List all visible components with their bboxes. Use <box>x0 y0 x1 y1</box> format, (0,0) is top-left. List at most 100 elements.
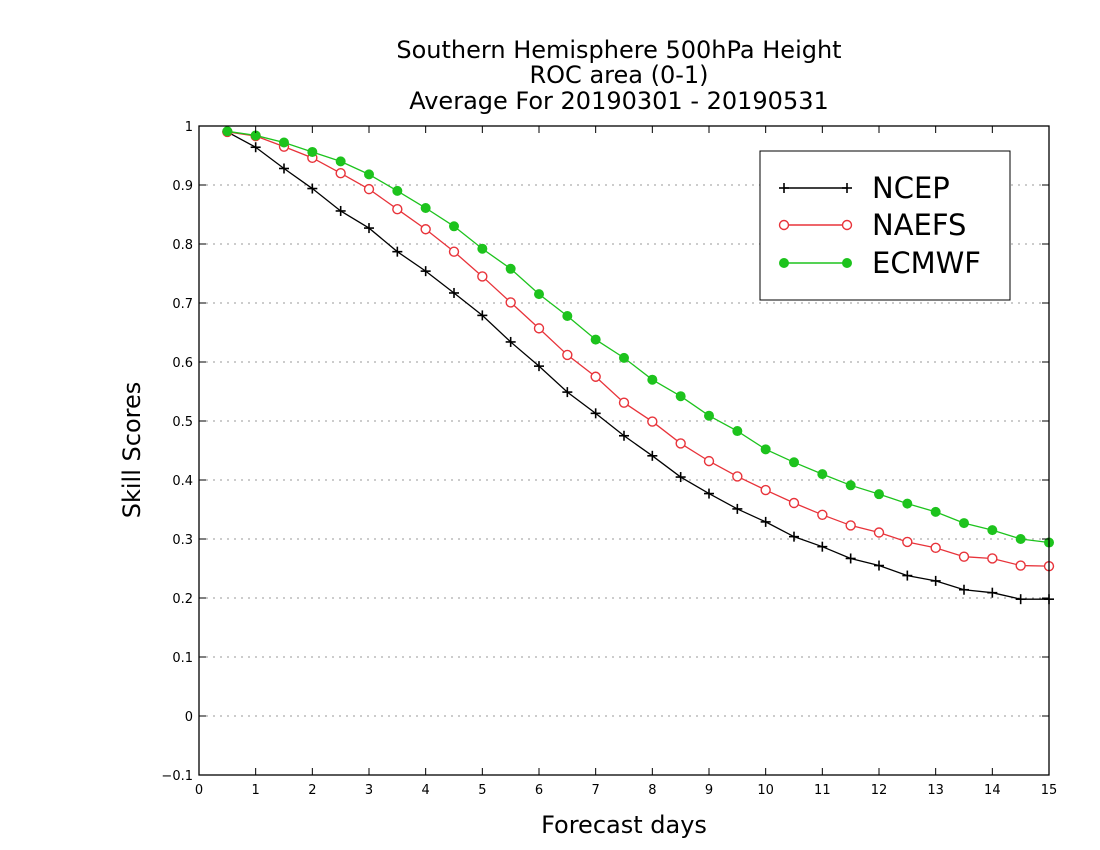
data-point-naefs <box>788 497 800 509</box>
data-point-ecmwf <box>392 185 403 196</box>
y-tick-label: 0 <box>185 710 193 725</box>
legend-item-ncep: NCEP <box>779 171 950 205</box>
x-tick-label: 11 <box>814 783 831 798</box>
data-point-ecmwf <box>902 498 913 509</box>
data-point-naefs <box>703 455 715 467</box>
title-line-2: ROC area (0-1) <box>529 61 708 89</box>
data-point-ecmwf <box>930 506 941 517</box>
data-point-naefs <box>505 297 516 308</box>
data-point-naefs <box>477 271 488 282</box>
data-point-ecmwf <box>959 518 969 529</box>
legend-label: ECMWF <box>872 246 981 280</box>
data-point-ncep <box>335 205 346 216</box>
data-point-ncep <box>449 287 459 298</box>
data-point-ncep <box>704 488 714 499</box>
legend-marker <box>779 258 789 268</box>
x-tick-label: 12 <box>871 783 888 798</box>
data-point-naefs <box>760 484 771 496</box>
data-point-ncep <box>987 587 998 598</box>
data-point-ncep <box>1015 594 1026 605</box>
x-tick-label: 8 <box>648 783 656 798</box>
data-point-naefs <box>363 183 375 195</box>
data-point-naefs <box>845 520 856 531</box>
data-point-ecmwf <box>874 489 884 500</box>
data-point-naefs <box>618 397 630 408</box>
y-tick-label: 0.8 <box>172 238 193 253</box>
data-point-naefs <box>732 471 743 482</box>
legend-marker <box>779 183 789 193</box>
data-point-ecmwf <box>704 410 714 421</box>
data-point-ncep <box>420 266 431 277</box>
axis-ticks: −0.100.10.20.30.40.50.60.70.80.910 1 2 3 4 5 6… <box>161 120 1057 798</box>
data-point-ecmwf <box>760 444 771 455</box>
data-point-ecmwf <box>307 146 318 157</box>
data-point-naefs <box>902 536 913 548</box>
x-tick-label: 4 <box>422 783 430 798</box>
data-point-ncep <box>732 503 743 514</box>
x-tick-label: 7 <box>592 783 600 798</box>
data-point-naefs <box>590 371 601 382</box>
data-point-ecmwf <box>562 310 573 321</box>
x-tick-label: 13 <box>927 783 944 798</box>
x-tick-label: 10 <box>757 783 774 798</box>
y-tick-label: 0.4 <box>172 474 193 489</box>
title-line-3: Average For 20190301 - 20190531 <box>409 87 829 115</box>
legend-marker <box>842 183 852 193</box>
data-point-ncep <box>930 575 941 586</box>
x-tick-label: 14 <box>984 783 1001 798</box>
legend-marker <box>842 258 852 268</box>
data-point-ecmwf <box>619 352 629 363</box>
data-point-ncep <box>279 163 289 174</box>
data-point-ecmwf <box>534 289 544 300</box>
y-tick-label: 0.6 <box>172 356 193 371</box>
x-tick-label: 1 <box>252 783 260 798</box>
y-tick-label: 0.5 <box>172 415 193 430</box>
chart-title: Southern Hemisphere 500hPa Height ROC ar… <box>396 36 841 115</box>
legend-item-ecmwf: ECMWF <box>779 246 981 280</box>
y-tick-label: 0.3 <box>172 533 193 548</box>
legend-label: NAEFS <box>872 208 966 242</box>
data-point-ecmwf <box>789 457 799 468</box>
legend-marker <box>841 219 853 231</box>
data-point-ncep <box>817 541 828 552</box>
series-ecmwf <box>222 126 1054 548</box>
data-point-ecmwf <box>449 221 459 232</box>
data-point-ecmwf <box>505 263 516 274</box>
data-point-ncep <box>760 516 771 527</box>
x-axis-label: Forecast days <box>541 811 707 839</box>
data-point-naefs <box>562 349 573 361</box>
title-line-1: Southern Hemisphere 500hPa Height <box>396 36 841 64</box>
legend-item-naefs: NAEFS <box>778 208 966 242</box>
data-point-ncep <box>392 246 403 257</box>
data-point-naefs <box>1015 560 1026 571</box>
data-point-ecmwf <box>987 525 998 536</box>
data-point-ecmwf <box>732 426 743 437</box>
data-point-naefs <box>533 323 545 334</box>
x-tick-label: 0 <box>195 783 203 798</box>
data-point-ncep <box>647 450 658 461</box>
x-tick-label: 6 <box>535 783 543 798</box>
y-tick-label: 0.1 <box>172 651 193 666</box>
data-point-ecmwf <box>222 126 233 137</box>
data-point-ncep <box>590 408 601 419</box>
data-point-ncep <box>789 531 799 542</box>
data-point-ecmwf <box>1015 534 1026 544</box>
y-tick-label: 0.2 <box>172 592 193 607</box>
y-tick-label: −0.1 <box>161 769 193 784</box>
data-point-ecmwf <box>279 137 289 148</box>
x-tick-label: 15 <box>1041 783 1058 798</box>
x-tick-label: 5 <box>478 783 486 798</box>
data-point-naefs <box>647 416 658 427</box>
data-point-ecmwf <box>647 374 658 385</box>
data-point-ncep <box>619 430 629 441</box>
x-tick-label: 9 <box>705 783 713 798</box>
data-point-naefs <box>675 438 686 449</box>
data-point-naefs <box>420 224 431 235</box>
series-line-ncep <box>227 131 1049 600</box>
data-point-ncep <box>959 584 969 595</box>
data-point-naefs <box>958 551 970 562</box>
x-tick-label: 3 <box>365 783 373 798</box>
data-point-ecmwf <box>335 156 346 167</box>
